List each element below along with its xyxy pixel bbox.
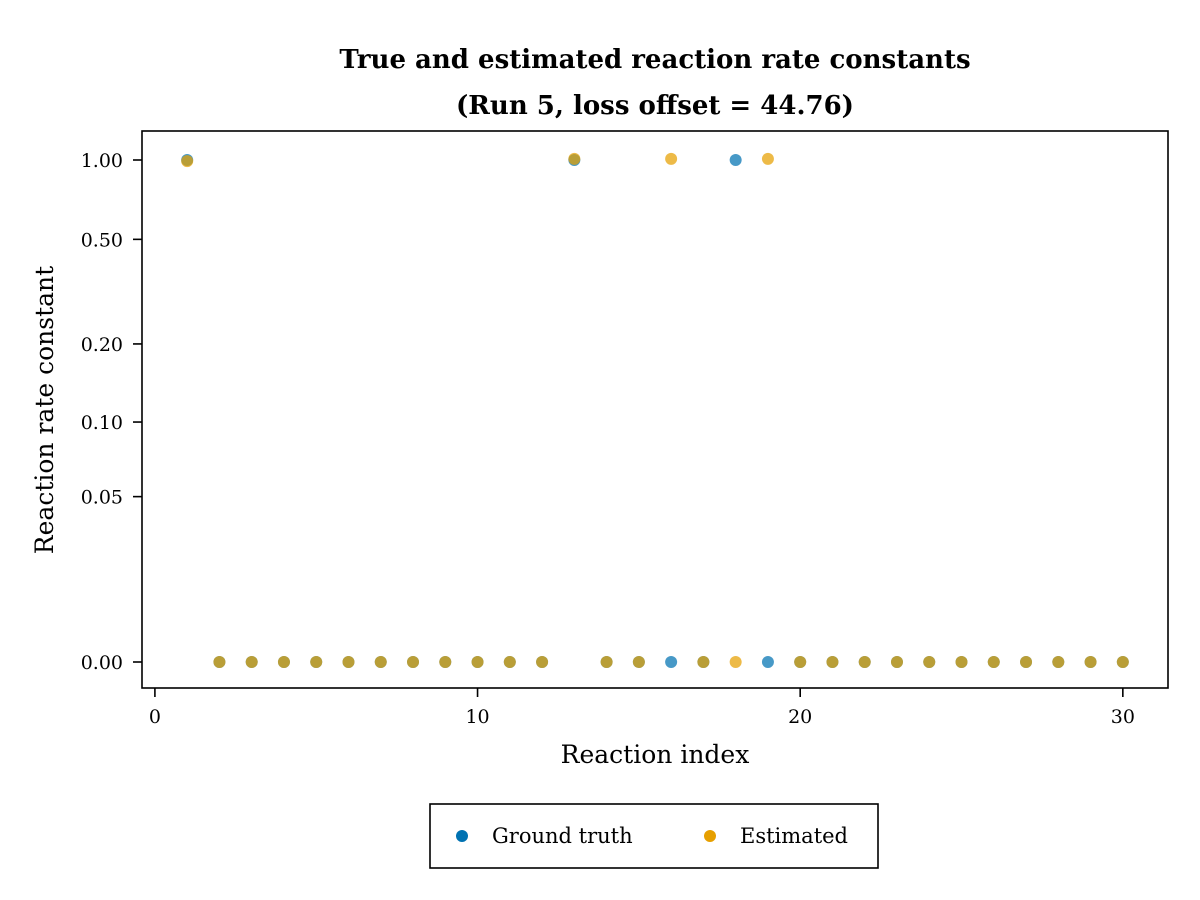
plot-frame	[141, 130, 1169, 689]
point-estimated	[794, 656, 807, 668]
point-estimated	[1084, 656, 1097, 668]
y-tick-label: 0.20	[81, 334, 123, 356]
point-estimated	[1020, 656, 1033, 668]
point-estimated	[213, 656, 226, 668]
y-tick-label: 0.10	[81, 412, 123, 434]
point-estimated	[1116, 656, 1129, 668]
legend-label-ground-truth: Ground truth	[492, 824, 633, 848]
y-tick-label: 0.50	[81, 229, 123, 251]
point-estimated	[761, 152, 774, 165]
point-estimated	[826, 656, 839, 668]
point-estimated	[729, 656, 742, 668]
point-estimated	[407, 656, 420, 668]
x-axis-label: Reaction index	[561, 740, 750, 769]
x-tick-label: 20	[788, 706, 812, 728]
plot-area	[181, 152, 1129, 668]
legend: Ground truth Estimated	[429, 803, 879, 869]
y-tick-label: 0.00	[81, 652, 123, 674]
point-estimated	[665, 152, 678, 165]
legend-marker-estimated	[704, 830, 716, 842]
point-estimated	[1052, 656, 1065, 668]
point-estimated	[987, 656, 1000, 668]
point-estimated	[600, 656, 613, 668]
point-estimated	[245, 656, 258, 668]
point-estimated	[890, 656, 903, 668]
chart-subtitle: (Run 5, loss offset = 44.76)	[456, 91, 854, 121]
x-axis: 0 10 20 30	[149, 688, 1135, 728]
point-estimated	[536, 656, 549, 668]
point-estimated	[697, 656, 710, 668]
point-estimated	[374, 656, 387, 668]
point-estimated	[310, 656, 323, 668]
x-tick-label: 30	[1111, 706, 1135, 728]
point-estimated	[858, 656, 871, 668]
point-estimated	[277, 656, 290, 668]
y-tick-label: 1.00	[81, 150, 123, 172]
point-ground-truth	[729, 154, 742, 166]
legend-label-estimated: Estimated	[740, 824, 848, 848]
point-estimated	[181, 155, 194, 168]
point-estimated	[923, 656, 936, 668]
y-axis-label: Reaction rate constant	[30, 266, 59, 554]
point-estimated	[439, 656, 452, 668]
point-ground-truth	[761, 656, 774, 668]
point-estimated	[503, 656, 516, 668]
x-tick-label: 0	[149, 706, 161, 728]
legend-marker-ground-truth	[456, 830, 468, 842]
legend-box	[429, 803, 879, 869]
chart-title: True and estimated reaction rate constan…	[339, 45, 970, 75]
point-estimated	[955, 656, 968, 668]
point-estimated	[568, 152, 581, 165]
point-estimated	[471, 656, 484, 668]
y-tick-label: 0.05	[81, 487, 123, 509]
point-ground-truth	[665, 656, 678, 668]
y-axis: 0.00 0.05 0.10 0.20 0.50 1.00	[81, 150, 142, 674]
point-estimated	[632, 656, 645, 668]
x-tick-label: 10	[465, 706, 489, 728]
point-estimated	[342, 656, 355, 668]
